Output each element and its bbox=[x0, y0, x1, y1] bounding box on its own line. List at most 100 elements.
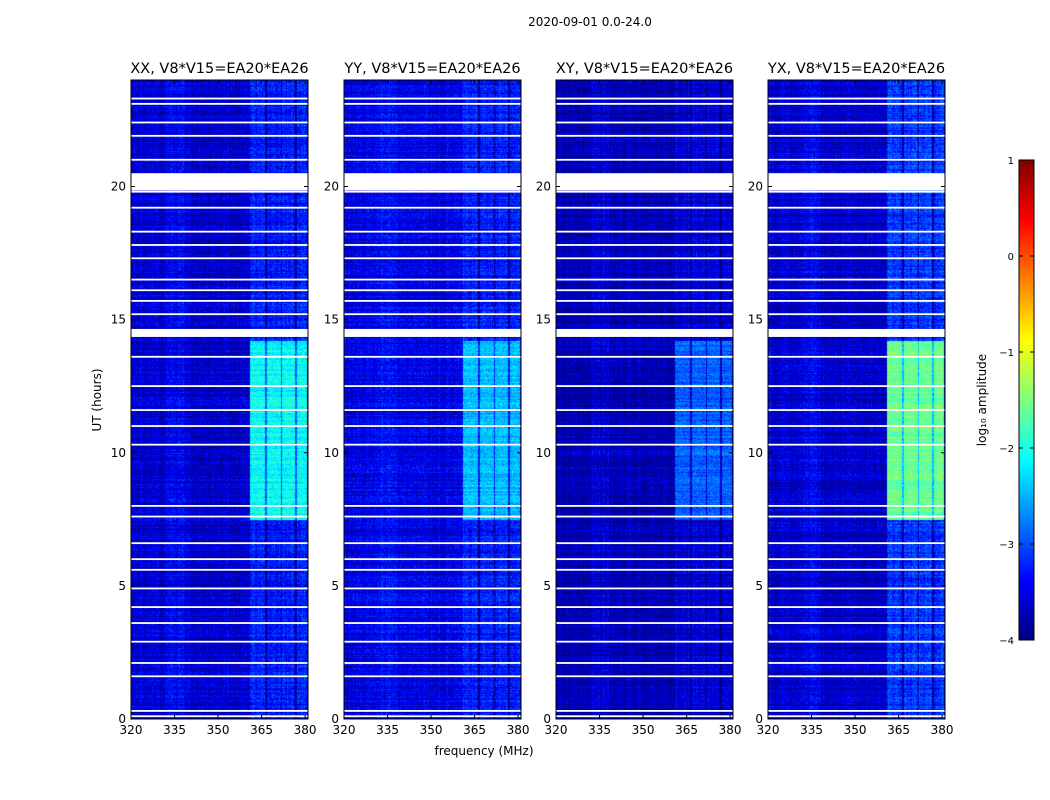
flagged-row bbox=[768, 443, 945, 446]
panel-2: XY, V8*V15=EA20*EA26 320 335 350 365 380 0 5 10 1… bbox=[536, 61, 742, 737]
flagged-row bbox=[131, 515, 308, 518]
flagged-block bbox=[344, 173, 521, 191]
flagged-row bbox=[556, 409, 733, 411]
flagged-row bbox=[768, 662, 945, 664]
y-tick-label: 5 bbox=[331, 579, 339, 593]
flagged-row bbox=[131, 206, 308, 209]
y-tick-label: 10 bbox=[536, 446, 551, 460]
y-tick-label: 5 bbox=[755, 579, 763, 593]
flagged-row bbox=[131, 97, 308, 100]
flagged-row bbox=[131, 158, 308, 161]
y-tick-label: 0 bbox=[755, 712, 763, 726]
flagged-row bbox=[344, 244, 521, 246]
flagged-row bbox=[131, 675, 308, 678]
flagged-row bbox=[768, 299, 945, 302]
y-tick-label: 15 bbox=[536, 313, 551, 327]
y-tick-label: 10 bbox=[324, 446, 339, 460]
flagged-row bbox=[344, 425, 521, 427]
x-tick-label: 380 bbox=[507, 723, 530, 737]
x-tick-label: 365 bbox=[250, 723, 273, 737]
flagged-row bbox=[344, 675, 521, 678]
flagged-row bbox=[768, 606, 945, 608]
flagged-row bbox=[556, 443, 733, 446]
flagged-row bbox=[768, 568, 945, 571]
panel-frame bbox=[767, 79, 946, 720]
flagged-row bbox=[344, 710, 521, 712]
flagged-row bbox=[131, 587, 308, 590]
flagged-row bbox=[131, 385, 308, 387]
colorbar-tick-label: 1 bbox=[1008, 156, 1014, 167]
x-tick-label: 365 bbox=[887, 723, 910, 737]
flagged-row bbox=[556, 244, 733, 246]
y-tick-label: 0 bbox=[331, 712, 339, 726]
x-tick-label: 380 bbox=[294, 723, 317, 737]
flagged-row bbox=[556, 289, 733, 292]
flagged-row bbox=[556, 190, 733, 193]
flagged-row bbox=[344, 409, 521, 411]
flagged-row bbox=[344, 206, 521, 209]
x-tick-label: 335 bbox=[376, 723, 399, 737]
flagged-row bbox=[344, 715, 521, 718]
flagged-row bbox=[556, 355, 733, 358]
flagged-row bbox=[344, 385, 521, 387]
flagged-row bbox=[768, 257, 945, 260]
x-tick-label: 320 bbox=[757, 723, 780, 737]
flagged-row bbox=[344, 662, 521, 664]
flagged-row bbox=[131, 230, 308, 233]
flagged-row bbox=[556, 158, 733, 161]
flagged-row bbox=[556, 230, 733, 233]
flagged-row bbox=[556, 675, 733, 678]
x-tick-label: 365 bbox=[463, 723, 486, 737]
flagged-row bbox=[768, 313, 945, 316]
x-tick-label: 350 bbox=[207, 723, 230, 737]
flagged-row bbox=[344, 568, 521, 571]
flagged-row bbox=[131, 121, 308, 124]
flagged-row bbox=[131, 244, 308, 246]
flagged-row bbox=[131, 622, 308, 624]
flagged-row bbox=[344, 299, 521, 302]
flagged-row bbox=[768, 230, 945, 233]
colorbar-tick-label: −3 bbox=[999, 540, 1014, 551]
y-tick-label: 20 bbox=[111, 180, 126, 194]
flagged-row bbox=[131, 715, 308, 718]
flagged-row bbox=[768, 385, 945, 387]
flagged-row bbox=[556, 662, 733, 664]
x-tick-label: 335 bbox=[800, 723, 823, 737]
flagged-row bbox=[768, 121, 945, 124]
flagged-row bbox=[131, 278, 308, 281]
flagged-row bbox=[556, 710, 733, 712]
colorbar-tick-label: −1 bbox=[999, 348, 1014, 359]
flagged-row bbox=[131, 640, 308, 643]
flagged-row bbox=[131, 313, 308, 316]
x-axis-label: frequency (MHz) bbox=[434, 744, 533, 758]
flagged-row bbox=[556, 257, 733, 260]
flagged-row bbox=[344, 640, 521, 643]
x-tick-label: 350 bbox=[420, 723, 443, 737]
flagged-block bbox=[768, 328, 945, 337]
flagged-row bbox=[768, 425, 945, 427]
flagged-row bbox=[556, 622, 733, 624]
flagged-row bbox=[768, 134, 945, 137]
flagged-row bbox=[344, 587, 521, 590]
panel-frame bbox=[130, 79, 309, 720]
x-tick-label: 350 bbox=[632, 723, 655, 737]
flagged-row bbox=[344, 443, 521, 446]
flagged-row bbox=[768, 355, 945, 358]
flagged-row bbox=[768, 244, 945, 246]
x-tick-label: 380 bbox=[931, 723, 954, 737]
flagged-row bbox=[131, 662, 308, 664]
y-tick-label: 0 bbox=[118, 712, 126, 726]
flagged-row bbox=[768, 710, 945, 712]
flagged-row bbox=[768, 278, 945, 281]
flagged-row bbox=[556, 313, 733, 316]
flagged-row bbox=[131, 257, 308, 260]
y-tick-label: 20 bbox=[324, 180, 339, 194]
x-tick-label: 320 bbox=[120, 723, 143, 737]
flagged-row bbox=[768, 409, 945, 411]
flagged-row bbox=[344, 622, 521, 624]
flagged-row bbox=[131, 425, 308, 427]
colorbar: 1 0 −1 −2 −3 −4 log₁₀ amplitude bbox=[975, 156, 1035, 647]
flagged-row bbox=[768, 97, 945, 100]
flagged-row bbox=[556, 558, 733, 561]
